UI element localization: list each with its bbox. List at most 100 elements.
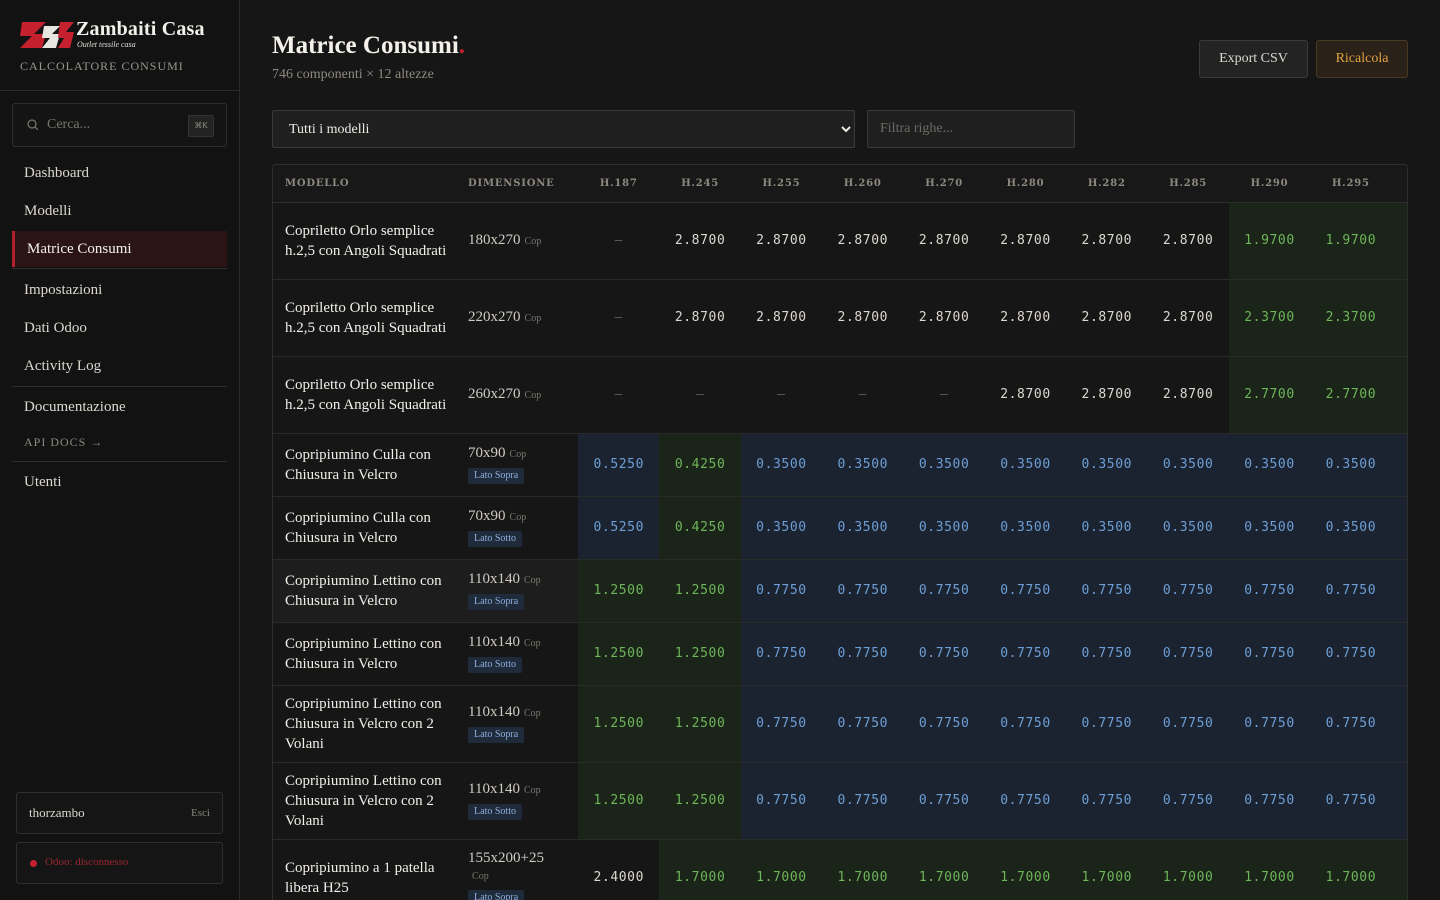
- cell-value[interactable]: 2.8700: [984, 356, 1067, 434]
- cell-value[interactable]: 2.8700: [1066, 279, 1148, 357]
- cell-value[interactable]: 0.7750: [1391, 762, 1407, 840]
- cell-value[interactable]: 0.7750: [903, 622, 985, 686]
- cell-value[interactable]: —: [903, 356, 985, 434]
- col-header-model[interactable]: MODELLO: [273, 165, 457, 203]
- cell-value[interactable]: 1.9700: [1391, 202, 1407, 280]
- cell-value[interactable]: 0.7750: [740, 559, 823, 623]
- cell-value[interactable]: 0.7750: [984, 762, 1067, 840]
- col-header-height[interactable]: H.300: [1391, 165, 1407, 203]
- cell-value[interactable]: 0.3500: [1310, 496, 1392, 560]
- cell-value[interactable]: 0.7750: [1228, 762, 1311, 840]
- odoo-status[interactable]: Odoo: disconnesso: [16, 842, 223, 884]
- cell-value[interactable]: 0.3500: [1391, 496, 1407, 560]
- cell-value[interactable]: 2.8700: [822, 279, 904, 357]
- cell-value[interactable]: 0.7750: [1391, 622, 1407, 686]
- nav-modelli[interactable]: Modelli: [24, 203, 72, 219]
- cell-value[interactable]: 0.7750: [903, 762, 985, 840]
- cell-value[interactable]: 0.3500: [1147, 496, 1229, 560]
- cell-value[interactable]: 0.7750: [1147, 559, 1229, 623]
- cell-value[interactable]: 0.7750: [984, 622, 1067, 686]
- cell-value[interactable]: 1.2500: [659, 559, 741, 623]
- cell-value[interactable]: 2.8700: [903, 202, 985, 280]
- table-row[interactable]: Copriletto Orlo semplice h.2,5 con Angol…: [273, 202, 1407, 280]
- cell-value[interactable]: 1.2500: [578, 559, 660, 623]
- table-row[interactable]: Copriletto Orlo semplice h.2,5 con Angol…: [273, 356, 1407, 434]
- cell-value[interactable]: 0.7750: [903, 559, 985, 623]
- cell-value[interactable]: 1.2500: [659, 762, 741, 840]
- sidebar-search[interactable]: ⌘K: [12, 103, 227, 147]
- cell-value[interactable]: 0.3500: [1228, 496, 1311, 560]
- col-header-height[interactable]: H.245: [659, 165, 741, 203]
- table-row[interactable]: Copriletto Orlo semplice h.2,5 con Angol…: [273, 279, 1407, 357]
- cell-value[interactable]: 0.7750: [1066, 559, 1148, 623]
- cell-value[interactable]: 2.8700: [1147, 356, 1229, 434]
- model-select[interactable]: Tutti i modelli: [272, 110, 855, 148]
- table-row[interactable]: Copripiumino Lettino con Chiusura in Vel…: [273, 559, 1407, 623]
- cell-value[interactable]: 0.7750: [984, 559, 1067, 623]
- nav-utenti[interactable]: Utenti: [24, 474, 62, 490]
- cell-value[interactable]: 0.7750: [1228, 622, 1311, 686]
- cell-value[interactable]: 0.7750: [740, 685, 823, 763]
- cell-value[interactable]: 2.8700: [659, 202, 741, 280]
- cell-value[interactable]: 2.3700: [1228, 279, 1311, 357]
- cell-value[interactable]: 0.7750: [1147, 762, 1229, 840]
- cell-value[interactable]: 0.7750: [822, 622, 904, 686]
- cell-value[interactable]: 0.3500: [1147, 433, 1229, 497]
- col-header-height[interactable]: H.290: [1228, 165, 1311, 203]
- table-row[interactable]: Copripiumino a 1 patella libera H25 155x2…: [273, 839, 1407, 900]
- cell-value[interactable]: 0.7750: [1310, 559, 1392, 623]
- cell-value[interactable]: 0.7750: [1066, 685, 1148, 763]
- cell-value[interactable]: 0.3500: [1228, 433, 1311, 497]
- cell-value[interactable]: 2.7700: [1228, 356, 1311, 434]
- nav-documentazione[interactable]: Documentazione: [24, 399, 126, 415]
- cell-value[interactable]: 0.7750: [1066, 762, 1148, 840]
- nav-impostazioni[interactable]: Impostazioni: [24, 282, 103, 298]
- cell-value[interactable]: 0.7750: [984, 685, 1067, 763]
- table-row[interactable]: Copripiumino Lettino con Chiusura in Vel…: [273, 762, 1407, 840]
- col-header-height[interactable]: H.260: [822, 165, 904, 203]
- table-row[interactable]: Copripiumino Lettino con Chiusura in Vel…: [273, 685, 1407, 763]
- cell-value[interactable]: 0.7750: [822, 762, 904, 840]
- cell-value[interactable]: 0.3500: [903, 496, 985, 560]
- cell-value[interactable]: 2.8700: [822, 202, 904, 280]
- cell-value[interactable]: 2.8700: [984, 202, 1067, 280]
- table-row[interactable]: Copripiumino Culla con Chiusura in Velcr…: [273, 496, 1407, 560]
- cell-value[interactable]: 2.8700: [740, 202, 823, 280]
- table-row[interactable]: Copripiumino Lettino con Chiusura in Vel…: [273, 622, 1407, 686]
- cell-value[interactable]: 2.8700: [659, 279, 741, 357]
- cell-value[interactable]: 0.7750: [1147, 622, 1229, 686]
- cell-value[interactable]: 0.3500: [984, 433, 1067, 497]
- cell-value[interactable]: 0.3500: [740, 433, 823, 497]
- nav-activity-log[interactable]: Activity Log: [24, 358, 102, 374]
- cell-value[interactable]: 0.7750: [1391, 559, 1407, 623]
- row-filter-input[interactable]: [867, 110, 1075, 148]
- cell-value[interactable]: 0.7750: [1228, 559, 1311, 623]
- cell-value[interactable]: 0.4250: [659, 433, 741, 497]
- cell-value[interactable]: 0.3500: [984, 496, 1067, 560]
- nav-api-docs[interactable]: API DOCS →: [24, 435, 104, 449]
- cell-value[interactable]: 0.3500: [1391, 433, 1407, 497]
- cell-value[interactable]: 0.7750: [822, 685, 904, 763]
- col-header-height[interactable]: H.187: [578, 165, 660, 203]
- recalc-button[interactable]: Ricalcola: [1316, 40, 1408, 78]
- cell-value[interactable]: 2.8700: [1147, 279, 1229, 357]
- cell-value[interactable]: 0.7750: [903, 685, 985, 763]
- cell-value[interactable]: 2.4000: [578, 839, 660, 900]
- cell-value[interactable]: 0.3500: [822, 433, 904, 497]
- cell-value[interactable]: 1.7000: [659, 839, 741, 900]
- cell-value[interactable]: 0.3500: [1310, 433, 1392, 497]
- col-header-height[interactable]: H.270: [903, 165, 985, 203]
- col-header-height[interactable]: H.282: [1066, 165, 1148, 203]
- export-csv-button[interactable]: Export CSV: [1199, 40, 1308, 78]
- col-header-height[interactable]: H.295: [1310, 165, 1392, 203]
- table-row[interactable]: Copripiumino Culla con Chiusura in Velcr…: [273, 433, 1407, 497]
- cell-value[interactable]: 0.3500: [1066, 433, 1148, 497]
- cell-value[interactable]: 1.2500: [659, 685, 741, 763]
- cell-value[interactable]: 1.7000: [1147, 839, 1229, 900]
- cell-value[interactable]: 2.3700: [1310, 279, 1392, 357]
- col-header-height[interactable]: H.280: [984, 165, 1067, 203]
- cell-value[interactable]: —: [578, 356, 660, 434]
- cell-value[interactable]: 0.7750: [740, 622, 823, 686]
- logout-button[interactable]: Esci: [191, 807, 210, 819]
- nav-dati-odoo[interactable]: Dati Odoo: [24, 320, 87, 336]
